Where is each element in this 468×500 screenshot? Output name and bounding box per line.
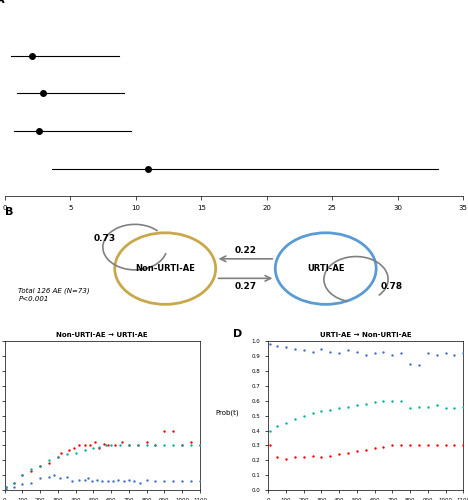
Point <box>28 466 35 474</box>
Point <box>300 454 307 462</box>
Point <box>45 456 53 464</box>
Point <box>362 350 369 358</box>
Point <box>388 350 396 358</box>
Point <box>327 348 334 356</box>
Point <box>318 345 325 353</box>
Point <box>336 349 343 357</box>
Text: 0.27: 0.27 <box>234 282 256 291</box>
Point <box>99 477 106 485</box>
Point <box>380 397 387 405</box>
Point <box>169 442 177 450</box>
Point <box>81 446 88 454</box>
Point <box>291 454 299 462</box>
Point <box>125 442 132 450</box>
Point <box>65 446 72 454</box>
Title: URTI-AE → Non-URTI-AE: URTI-AE → Non-URTI-AE <box>320 332 411 338</box>
Point <box>70 444 78 452</box>
Point <box>152 442 159 450</box>
Point <box>273 342 281 350</box>
Point <box>136 478 143 486</box>
Point <box>131 477 138 485</box>
Point <box>63 472 71 480</box>
Point <box>68 477 76 485</box>
Point <box>116 442 124 450</box>
Point <box>125 476 132 484</box>
Point <box>388 397 396 405</box>
Point <box>353 448 361 456</box>
Point <box>107 442 115 450</box>
Point <box>19 471 26 479</box>
Point <box>104 442 111 450</box>
Point <box>54 454 62 462</box>
Point <box>353 402 361 409</box>
Point <box>327 452 334 460</box>
Point <box>143 476 150 484</box>
Point <box>51 471 58 479</box>
Point <box>88 477 95 485</box>
Point <box>196 442 204 450</box>
Point <box>460 442 467 450</box>
Point <box>115 476 122 484</box>
Point <box>63 450 71 458</box>
Point <box>424 403 431 411</box>
Point <box>81 442 88 450</box>
Point <box>3 484 10 492</box>
Point <box>134 442 141 450</box>
Point <box>3 483 10 491</box>
Point <box>371 444 378 452</box>
Point <box>362 400 369 408</box>
Point <box>266 426 274 434</box>
Point <box>371 349 378 357</box>
Point <box>91 438 99 446</box>
Point <box>397 397 405 405</box>
Point <box>54 454 62 462</box>
Point <box>10 478 17 486</box>
Point <box>433 402 440 409</box>
Point <box>143 438 150 446</box>
Point <box>309 408 316 416</box>
Point <box>291 345 299 353</box>
Point <box>72 449 80 457</box>
Point <box>309 452 316 460</box>
Point <box>266 442 274 450</box>
Point <box>169 477 177 485</box>
Point <box>344 403 352 411</box>
Point <box>125 442 132 450</box>
Point <box>451 404 458 412</box>
Point <box>318 407 325 415</box>
Point <box>102 442 110 450</box>
Point <box>291 414 299 422</box>
Point <box>344 346 352 354</box>
Point <box>58 449 65 457</box>
Point <box>406 360 414 368</box>
Point <box>380 443 387 451</box>
Text: Total 126 AE (N=73)
P<0.001: Total 126 AE (N=73) P<0.001 <box>18 287 90 302</box>
Text: A: A <box>0 0 4 5</box>
Point <box>282 455 290 463</box>
Point <box>152 477 159 485</box>
Point <box>371 398 378 406</box>
Point <box>28 465 35 473</box>
Point <box>442 349 449 357</box>
Point <box>451 350 458 358</box>
Point <box>178 442 186 450</box>
Point <box>86 442 94 450</box>
Point <box>406 404 414 412</box>
Point <box>442 442 449 450</box>
Point <box>161 426 168 434</box>
Point <box>460 349 467 357</box>
Point <box>282 344 290 351</box>
Point <box>10 478 17 486</box>
Point <box>336 450 343 458</box>
Point <box>380 348 387 356</box>
Point <box>95 443 102 451</box>
Point <box>187 477 195 485</box>
Point <box>327 406 334 413</box>
Point <box>397 349 405 357</box>
Point <box>152 442 159 450</box>
Text: 0.73: 0.73 <box>94 234 116 242</box>
Point <box>100 440 108 448</box>
Point <box>134 442 141 450</box>
Point <box>10 483 17 491</box>
Text: URTI-AE: URTI-AE <box>307 264 344 273</box>
